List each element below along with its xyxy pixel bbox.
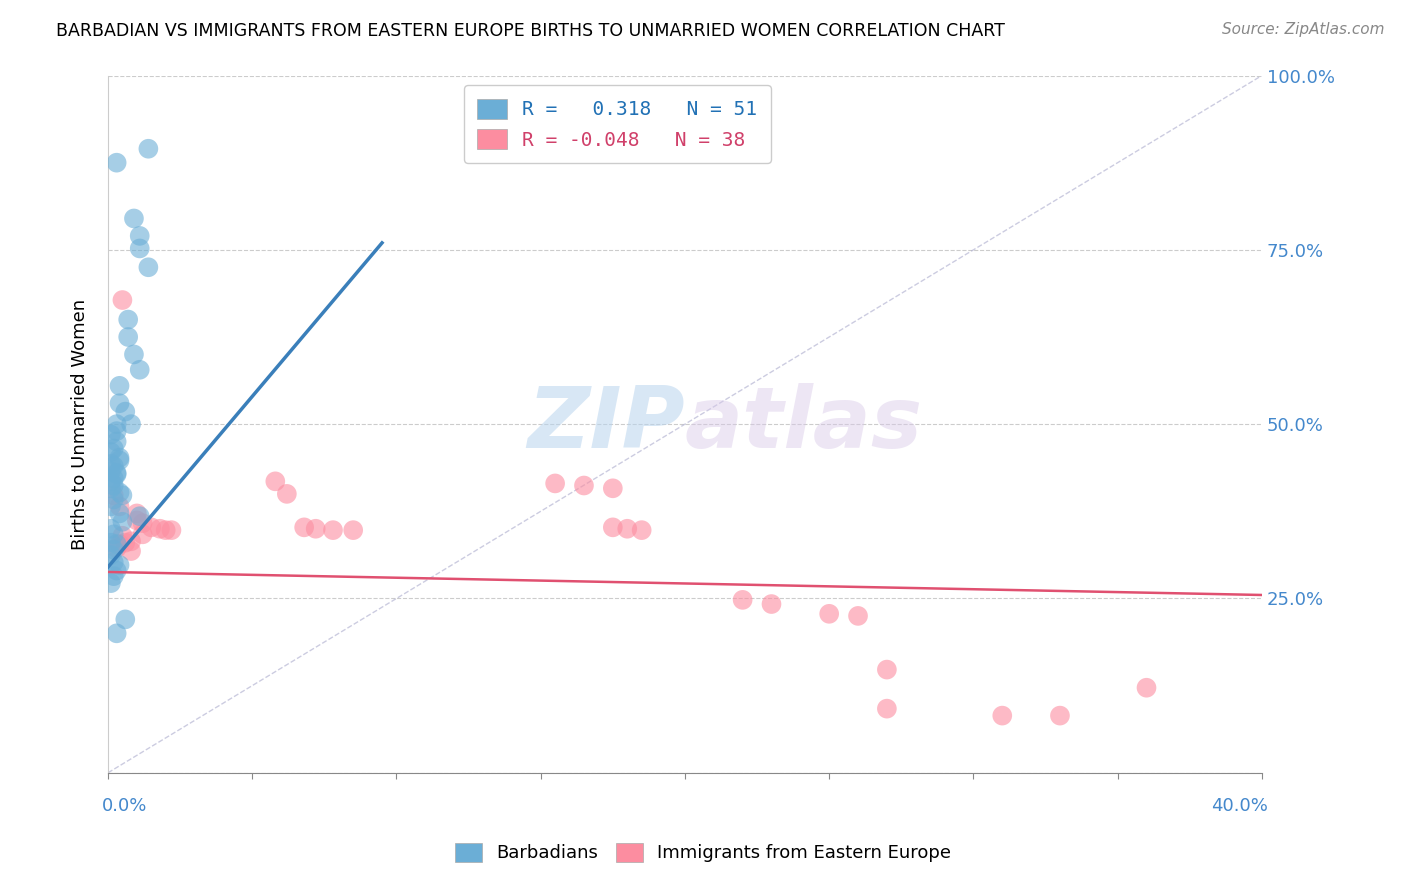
Point: [103, 488, 125, 502]
Point: [103, 471, 125, 485]
Point: [103, 478, 125, 492]
Point: [100, 427, 122, 442]
Point: [122, 211, 145, 226]
Point: [103, 542, 125, 557]
Point: [111, 488, 134, 502]
Point: [264, 475, 287, 489]
Point: [1049, 708, 1071, 723]
Point: [131, 516, 153, 531]
Point: [122, 347, 145, 361]
Point: [138, 142, 160, 156]
Point: [105, 466, 128, 480]
Point: [305, 522, 328, 536]
Point: [292, 520, 315, 534]
Point: [100, 457, 122, 471]
Point: [128, 228, 150, 243]
Point: [141, 520, 163, 534]
Point: [114, 404, 136, 418]
Point: [105, 434, 128, 449]
Point: [103, 458, 125, 473]
Point: [572, 478, 595, 492]
Point: [991, 708, 1014, 723]
Point: [761, 597, 783, 611]
Point: [149, 522, 172, 536]
Point: [818, 607, 841, 621]
Legend: Barbadians, Immigrants from Eastern Europe: Barbadians, Immigrants from Eastern Euro…: [447, 836, 959, 870]
Point: [876, 663, 898, 677]
Point: [108, 379, 131, 393]
Point: [160, 523, 183, 537]
Point: [108, 396, 131, 410]
Point: [108, 500, 131, 514]
Point: [105, 541, 128, 556]
Point: [100, 445, 122, 459]
Point: [105, 467, 128, 482]
Point: [131, 527, 153, 541]
Point: [125, 507, 148, 521]
Point: [100, 535, 122, 549]
Point: [155, 523, 177, 537]
Point: [100, 500, 122, 514]
Point: [108, 450, 131, 465]
Point: [117, 330, 139, 344]
Point: [100, 481, 122, 495]
Point: [100, 576, 122, 591]
Point: [111, 293, 134, 307]
Point: [1135, 681, 1157, 695]
Text: 40.0%: 40.0%: [1211, 797, 1268, 815]
Point: [322, 523, 344, 537]
Point: [103, 569, 125, 583]
Point: [846, 608, 869, 623]
Point: [100, 475, 122, 489]
Point: [114, 612, 136, 626]
Point: [138, 260, 160, 275]
Point: [103, 555, 125, 569]
Point: [105, 155, 128, 169]
Text: BARBADIAN VS IMMIGRANTS FROM EASTERN EUROPE BIRTHS TO UNMARRIED WOMEN CORRELATIO: BARBADIAN VS IMMIGRANTS FROM EASTERN EUR…: [56, 22, 1005, 40]
Point: [616, 522, 638, 536]
Point: [125, 513, 148, 527]
Point: [100, 465, 122, 479]
Point: [120, 544, 142, 558]
Point: [108, 453, 131, 467]
Point: [105, 417, 128, 432]
Point: [108, 507, 131, 521]
Point: [276, 487, 298, 501]
Point: [120, 417, 142, 432]
Point: [103, 442, 125, 456]
Y-axis label: Births to Unmarried Women: Births to Unmarried Women: [72, 299, 89, 549]
Point: [544, 476, 567, 491]
Point: [128, 509, 150, 524]
Point: [602, 520, 624, 534]
Point: [100, 522, 122, 536]
Point: [114, 535, 136, 549]
Point: [120, 534, 142, 549]
Point: [111, 529, 134, 543]
Point: [108, 558, 131, 572]
Point: [108, 485, 131, 500]
Text: 0.0%: 0.0%: [103, 797, 148, 815]
Point: [117, 312, 139, 326]
Point: [105, 424, 128, 438]
Legend: R =   0.318   N = 51, R = -0.048   N = 38: R = 0.318 N = 51, R = -0.048 N = 38: [464, 86, 770, 163]
Point: [105, 626, 128, 640]
Point: [128, 363, 150, 377]
Point: [105, 564, 128, 578]
Point: [103, 527, 125, 541]
Point: [111, 515, 134, 529]
Point: [103, 492, 125, 507]
Point: [602, 481, 624, 495]
Text: atlas: atlas: [685, 383, 924, 466]
Point: [630, 523, 652, 537]
Text: ZIP: ZIP: [527, 383, 685, 466]
Point: [342, 523, 364, 537]
Point: [731, 592, 754, 607]
Text: Source: ZipAtlas.com: Source: ZipAtlas.com: [1222, 22, 1385, 37]
Point: [105, 537, 128, 551]
Point: [108, 537, 131, 551]
Point: [100, 548, 122, 562]
Point: [876, 701, 898, 715]
Point: [128, 242, 150, 256]
